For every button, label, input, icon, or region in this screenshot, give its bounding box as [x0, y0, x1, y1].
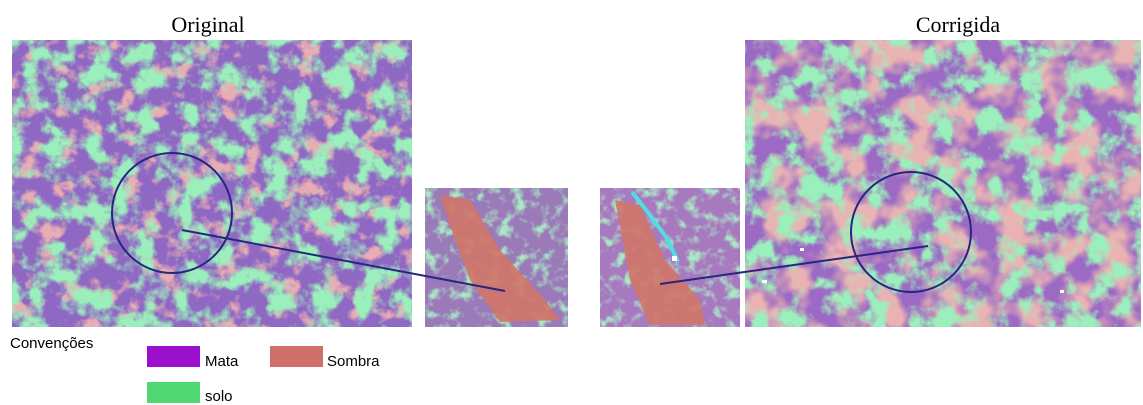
- legend-swatch: [147, 382, 200, 403]
- legend-swatch: [270, 346, 323, 367]
- legend-label: Mata: [205, 353, 239, 370]
- highlight-circle: [850, 171, 972, 293]
- original-image: [12, 40, 412, 327]
- legend-title: Convenções: [10, 335, 93, 352]
- zoom-original: [425, 188, 568, 327]
- legend-label: solo: [205, 388, 233, 405]
- zoom-corrected: [600, 188, 740, 327]
- panel-title: Corrigida: [916, 12, 1001, 37]
- panel-title: Original: [171, 12, 244, 37]
- connector-line: [659, 245, 929, 285]
- connector-line: [181, 229, 506, 292]
- corrected-image: [745, 40, 1141, 327]
- legend-label: Sombra: [327, 353, 380, 370]
- highlight-circle: [111, 152, 233, 274]
- legend-swatch: [147, 346, 200, 367]
